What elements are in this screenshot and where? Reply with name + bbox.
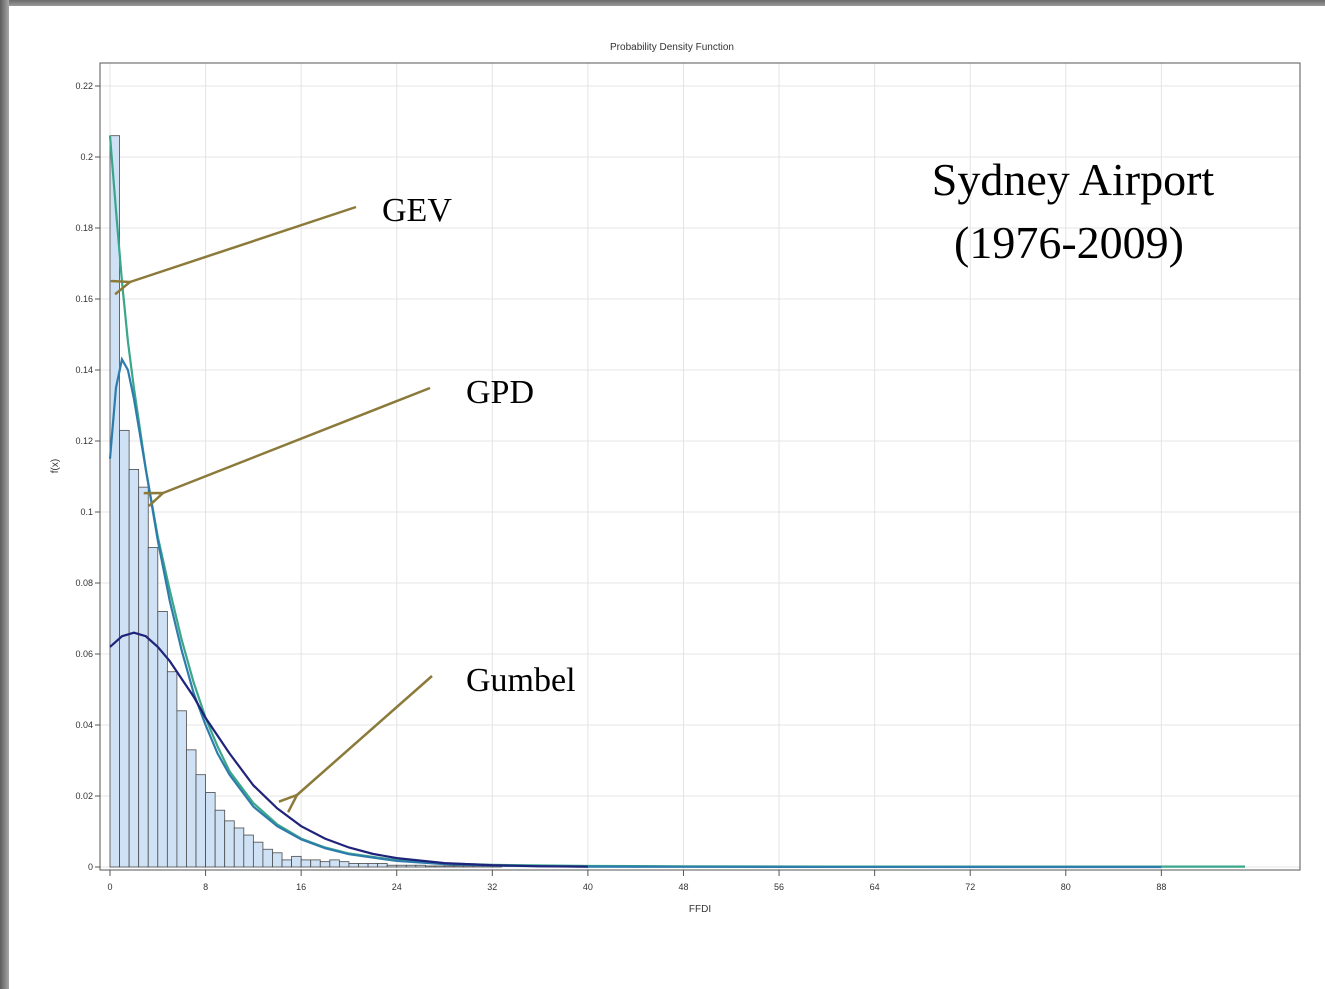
chart-title: Probability Density Function: [610, 42, 734, 53]
x-tick-label: 32: [487, 882, 497, 892]
histogram-bar: [338, 861, 350, 868]
histogram-bar: [377, 863, 388, 868]
curve-gpd: [108, 356, 1162, 869]
y-tick-label: 0.22: [75, 81, 93, 91]
histogram-bar: [463, 865, 474, 868]
y-tick-label: 0.14: [75, 365, 93, 375]
x-axis-label: FFDI: [689, 904, 711, 915]
histogram-bar: [252, 841, 264, 868]
y-tick-label: 0.1: [80, 507, 93, 517]
y-tick-label: 0.18: [75, 223, 93, 233]
histogram-bar: [386, 864, 398, 868]
y-tick-label: 0.02: [75, 791, 93, 801]
histogram-bar: [243, 834, 254, 868]
y-tick-label: 0.08: [75, 578, 93, 588]
x-tick-label: 0: [107, 882, 112, 892]
histogram-bar: [434, 865, 445, 868]
histogram-bar: [128, 468, 140, 868]
gumbel-annotation: Gumbel: [466, 662, 576, 699]
histogram-bar: [214, 809, 226, 868]
histogram-bar: [367, 863, 379, 868]
y-tick-label: 0.06: [75, 649, 93, 659]
gev-annotation: GEV: [382, 192, 452, 229]
histogram-bar: [310, 859, 321, 868]
gev-arrow: [130, 205, 357, 282]
x-tick-label: 80: [1061, 882, 1071, 892]
y-tick-label: 0.16: [75, 294, 93, 304]
axis-ticks: 0 8 16 24 32 40 48 56 64 72 80 88 0 0.02 0.04 0.06 0.08 0…: [75, 81, 1166, 892]
histogram-bar: [415, 864, 426, 868]
y-tick-label: 0.2: [80, 152, 93, 162]
histogram-bar: [396, 864, 407, 868]
fitted-curves: [108, 135, 1245, 869]
histogram-bar: [186, 749, 197, 868]
histogram-bar: [425, 865, 436, 868]
histogram-bar: [281, 859, 293, 868]
x-tick-label: 88: [1156, 882, 1166, 892]
x-tick-label: 56: [774, 882, 784, 892]
histogram-bar: [224, 820, 235, 868]
histogram-bar: [138, 486, 149, 868]
histogram-bar: [205, 792, 216, 868]
histogram-bar: [291, 855, 302, 868]
y-tick-label: 0.12: [75, 436, 93, 446]
x-tick-label: 24: [392, 882, 402, 892]
site-name-line1: Sydney Airport: [932, 154, 1215, 205]
histogram-bar: [195, 774, 206, 868]
histogram-bar: [348, 863, 359, 868]
histogram-bar: [300, 859, 312, 868]
gumbel-arrow: [297, 675, 433, 795]
x-tick-label: 8: [203, 882, 208, 892]
histogram-bars: [109, 135, 503, 868]
x-tick-label: 64: [870, 882, 880, 892]
plot-frame: [99, 62, 1301, 871]
x-tick-label: 48: [678, 882, 688, 892]
site-years-line2: (1976-2009): [954, 217, 1184, 268]
histogram-bar: [319, 861, 331, 868]
x-tick-label: 40: [583, 882, 593, 892]
y-axis-label: f(x): [50, 459, 61, 473]
y-tick-label: 0: [88, 862, 93, 872]
histogram-bar: [444, 865, 455, 868]
histogram-bar: [176, 710, 187, 868]
histogram-bar: [272, 852, 283, 868]
histogram-bar: [147, 547, 159, 868]
histogram-bar: [119, 429, 130, 868]
histogram-bar: [329, 859, 340, 868]
histogram-bar: [233, 827, 245, 868]
curve-gumbel: [109, 631, 588, 868]
x-tick-label: 16: [296, 882, 306, 892]
x-tick-label: 72: [965, 882, 975, 892]
histogram-bar: [405, 864, 417, 868]
gpd-annotation: GPD: [466, 374, 534, 411]
slide-frame-left: [0, 0, 9, 989]
y-tick-label: 0.04: [75, 720, 93, 730]
slide-frame-top: [0, 0, 1325, 6]
histogram-bar: [358, 863, 369, 868]
histogram-bar: [166, 671, 178, 868]
histogram-bar: [262, 848, 273, 868]
histogram-bar: [453, 865, 465, 868]
gpd-arrow: [163, 386, 431, 493]
